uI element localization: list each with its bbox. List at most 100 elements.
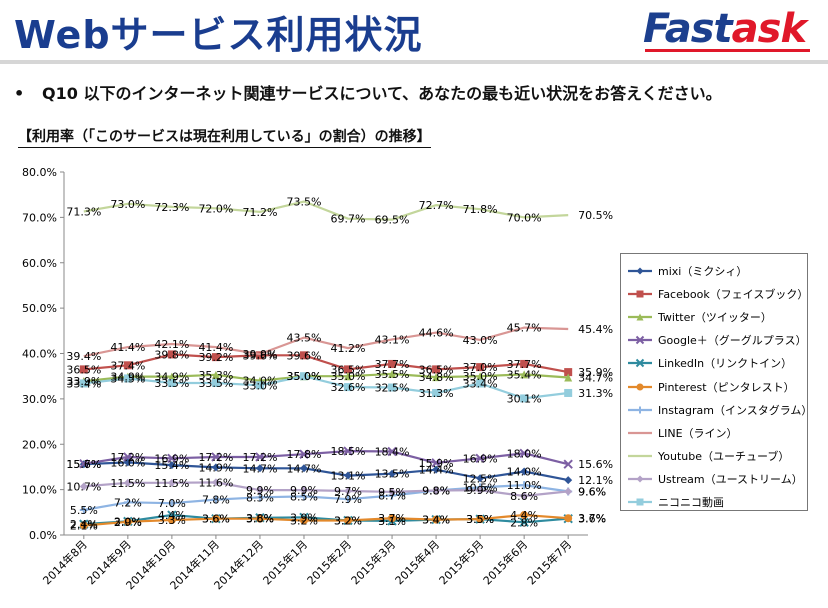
data-point [299, 486, 308, 495]
data-label: 3.2% [334, 514, 362, 527]
data-label: 36.5% [419, 363, 454, 376]
legend-label: LinkedIn（リンクトイン） [658, 357, 793, 371]
legend-item: Ustream（ユーストリーム） [627, 468, 807, 491]
data-point [123, 478, 132, 487]
data-label: 43.1% [375, 333, 410, 346]
data-point [255, 486, 264, 495]
data-label: 9.7% [334, 485, 362, 498]
data-point [564, 368, 573, 377]
data-label: 11.6% [198, 476, 233, 489]
data-point [255, 351, 264, 360]
data-label: 12.5% [463, 472, 498, 485]
legend-swatch [628, 359, 652, 368]
data-label: 3.7% [578, 512, 606, 525]
data-label: 33.0% [242, 379, 277, 392]
series-labels-0: 15.6% 16.0% 15.4% 14.9% 14.7% 14.7% 13.1% 13.5%… [66, 456, 613, 487]
data-point [476, 474, 485, 483]
data-label: 14.0% [507, 465, 542, 478]
y-tick-label: 10.0% [22, 484, 57, 497]
data-label: 3.5% [466, 513, 494, 526]
data-point [432, 465, 441, 474]
data-label: 2.4% [70, 518, 98, 531]
data-point [520, 394, 529, 403]
data-point [519, 448, 529, 459]
data-point [432, 486, 441, 495]
data-label: 45.4% [578, 323, 613, 336]
data-label: 16.0% [110, 456, 145, 469]
data-label: 17.2% [198, 451, 233, 464]
legend-swatch [628, 335, 652, 345]
x-tick-label: 2015年1月 [260, 537, 310, 587]
data-label: 35.9% [578, 366, 613, 379]
data-point [344, 383, 353, 392]
data-label: 72.3% [154, 201, 189, 214]
x-tick-label: 2015年2月 [304, 537, 354, 587]
data-label: 3.4% [422, 514, 450, 527]
data-point [211, 514, 220, 523]
x-tick-label: 2015年5月 [436, 537, 486, 587]
data-point [344, 372, 353, 381]
data-point [519, 517, 529, 528]
legend-label: LINE（ライン） [658, 426, 738, 440]
series-line [83, 200, 569, 221]
data-point [167, 478, 176, 487]
logo-part-2: ask [731, 6, 807, 52]
data-point [123, 452, 133, 462]
data-point [255, 381, 264, 390]
data-point [211, 463, 220, 472]
data-label: 31.3% [578, 387, 613, 400]
data-point [344, 486, 353, 495]
legend-item: LinkedIn（リンクトイン） [627, 352, 807, 375]
data-label: 35.3% [198, 369, 233, 382]
data-label: 15.6% [578, 458, 613, 471]
data-label: 42.1% [154, 338, 189, 351]
data-point [123, 374, 132, 383]
y-tick-label: 80.0% [22, 166, 57, 179]
data-label: 45.7% [507, 322, 542, 335]
series-9 [79, 478, 573, 500]
series-line [83, 326, 569, 358]
y-tick-label: 20.0% [22, 438, 57, 451]
data-label: 34.8% [419, 371, 454, 384]
data-point [564, 514, 573, 523]
line-chart: 0.0% 10.0% 20.0% 30.0% 40.0% 50.0% 60.0% 70.0% 8… [22, 166, 613, 592]
data-label: 31.3% [419, 387, 454, 400]
data-point [432, 515, 441, 524]
data-label: 73.0% [110, 198, 145, 211]
data-point [432, 365, 441, 374]
data-label: 72.0% [198, 202, 233, 215]
legend-label: Youtube（ユーチューブ） [658, 450, 790, 464]
data-point [388, 383, 397, 392]
legend-item: Instagram（インスタグラム） [627, 398, 812, 421]
legend-swatch [628, 498, 652, 506]
x-tick-label: 2015年3月 [348, 537, 398, 587]
series-10 [79, 372, 573, 403]
data-point [211, 452, 221, 462]
series-line [83, 372, 569, 383]
data-label: 3.0% [114, 515, 142, 528]
data-point [299, 372, 308, 381]
data-point [388, 487, 397, 496]
legend-swatch [628, 475, 652, 483]
series-1 [79, 350, 573, 377]
data-point [79, 521, 88, 530]
data-point [299, 351, 308, 360]
data-label: 35.0% [287, 370, 322, 383]
data-label: 4.4% [510, 509, 538, 522]
data-label: 32.6% [331, 381, 366, 394]
series-8 [83, 200, 569, 221]
data-label: 69.5% [375, 214, 410, 227]
data-label: 10.5% [463, 481, 498, 494]
series-line [83, 513, 569, 527]
data-label: 41.4% [110, 341, 145, 354]
bullet: • [14, 84, 25, 103]
data-point [431, 458, 441, 468]
series-line [83, 353, 569, 374]
legend-swatch [628, 290, 652, 298]
data-point [344, 471, 353, 480]
data-label: 69.7% [331, 213, 366, 226]
data-label: 36.5% [331, 363, 366, 376]
data-label: 11.5% [110, 477, 145, 490]
data-label: 37.4% [110, 359, 145, 372]
data-label: 14.7% [287, 462, 322, 475]
